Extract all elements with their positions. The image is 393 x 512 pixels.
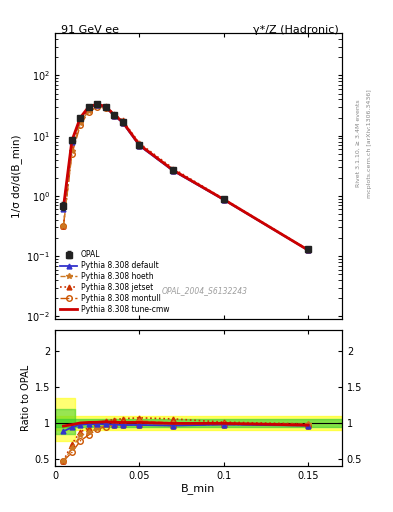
Pythia 8.308 hoeth: [112, 113, 116, 119]
Pythia 8.308 jetset: [103, 103, 108, 109]
Pythia 8.308 hoeth: [171, 167, 176, 173]
Pythia 8.308 montull: [103, 105, 108, 111]
Pythia 8.308 default: [306, 247, 310, 253]
Pythia 8.308 montull: [112, 113, 116, 119]
Pythia 8.308 jetset: [221, 196, 226, 202]
Pythia 8.308 montull: [78, 122, 83, 128]
Pythia 8.308 default: [171, 168, 176, 174]
Pythia 8.308 jetset: [70, 146, 74, 152]
Pythia 8.308 jetset: [95, 102, 99, 108]
Pythia 8.308 default: [86, 104, 91, 111]
Y-axis label: 1/σ dσ/d(B_min): 1/σ dσ/d(B_min): [11, 135, 22, 218]
Pythia 8.308 hoeth: [120, 119, 125, 125]
Pythia 8.308 hoeth: [103, 105, 108, 111]
Pythia 8.308 tune-cmw: [171, 167, 176, 173]
Pythia 8.308 montull: [221, 197, 226, 203]
Pythia 8.308 tune-cmw: [103, 103, 108, 110]
Pythia 8.308 montull: [95, 104, 99, 110]
Pythia 8.308 jetset: [120, 117, 125, 123]
Pythia 8.308 jetset: [86, 105, 91, 112]
Pythia 8.308 default: [61, 206, 66, 212]
Pythia 8.308 default: [103, 104, 108, 111]
Pythia 8.308 jetset: [78, 118, 83, 124]
Pythia 8.308 tune-cmw: [120, 119, 125, 125]
Text: γ*/Z (Hadronic): γ*/Z (Hadronic): [253, 25, 339, 35]
Pythia 8.308 tune-cmw: [61, 204, 66, 210]
Pythia 8.308 default: [95, 102, 99, 108]
Text: mcplots.cern.ch [arXiv:1306.3436]: mcplots.cern.ch [arXiv:1306.3436]: [367, 89, 373, 198]
X-axis label: B_min: B_min: [181, 483, 216, 495]
Line: Pythia 8.308 hoeth: Pythia 8.308 hoeth: [61, 104, 311, 252]
Pythia 8.308 hoeth: [306, 247, 310, 253]
Line: Pythia 8.308 jetset: Pythia 8.308 jetset: [61, 102, 310, 252]
Y-axis label: Ratio to OPAL: Ratio to OPAL: [20, 365, 31, 431]
Pythia 8.308 jetset: [306, 247, 310, 253]
Pythia 8.308 jetset: [61, 223, 66, 229]
Pythia 8.308 montull: [137, 143, 142, 149]
Pythia 8.308 default: [70, 138, 74, 144]
Line: Pythia 8.308 default: Pythia 8.308 default: [61, 102, 310, 253]
Pythia 8.308 tune-cmw: [86, 103, 91, 110]
Pythia 8.308 jetset: [112, 111, 116, 117]
Pythia 8.308 hoeth: [221, 197, 226, 203]
Text: 91 GeV ee: 91 GeV ee: [61, 25, 119, 35]
Pythia 8.308 default: [112, 113, 116, 119]
Pythia 8.308 default: [120, 119, 125, 125]
Line: Pythia 8.308 tune-cmw: Pythia 8.308 tune-cmw: [63, 104, 308, 250]
Pythia 8.308 tune-cmw: [78, 115, 83, 121]
Pythia 8.308 hoeth: [137, 141, 142, 147]
Pythia 8.308 montull: [120, 119, 125, 125]
Bar: [55, 419, 342, 426]
Pythia 8.308 tune-cmw: [95, 101, 99, 107]
Legend: OPAL, Pythia 8.308 default, Pythia 8.308 hoeth, Pythia 8.308 jetset, Pythia 8.30: OPAL, Pythia 8.308 default, Pythia 8.308…: [59, 249, 171, 315]
Pythia 8.308 hoeth: [78, 119, 83, 125]
Pythia 8.308 jetset: [171, 165, 176, 172]
Pythia 8.308 hoeth: [61, 223, 66, 229]
Pythia 8.308 hoeth: [86, 108, 91, 114]
Pythia 8.308 montull: [171, 168, 176, 174]
Line: Pythia 8.308 montull: Pythia 8.308 montull: [61, 104, 311, 253]
Pythia 8.308 tune-cmw: [306, 247, 310, 253]
Pythia 8.308 tune-cmw: [70, 137, 74, 143]
Pythia 8.308 montull: [70, 151, 74, 157]
Pythia 8.308 montull: [306, 247, 310, 253]
Pythia 8.308 tune-cmw: [137, 142, 142, 148]
Pythia 8.308 tune-cmw: [221, 196, 226, 202]
Pythia 8.308 default: [137, 143, 142, 149]
Pythia 8.308 hoeth: [70, 148, 74, 155]
Pythia 8.308 jetset: [137, 140, 142, 146]
Pythia 8.308 montull: [86, 109, 91, 115]
Pythia 8.308 default: [221, 197, 226, 203]
Pythia 8.308 tune-cmw: [112, 112, 116, 118]
Pythia 8.308 montull: [61, 223, 66, 229]
Text: Rivet 3.1.10, ≥ 3.4M events: Rivet 3.1.10, ≥ 3.4M events: [356, 99, 361, 187]
Pythia 8.308 hoeth: [95, 103, 99, 110]
Text: OPAL_2004_S6132243: OPAL_2004_S6132243: [161, 286, 247, 295]
Pythia 8.308 default: [78, 115, 83, 121]
Bar: [55, 416, 342, 430]
